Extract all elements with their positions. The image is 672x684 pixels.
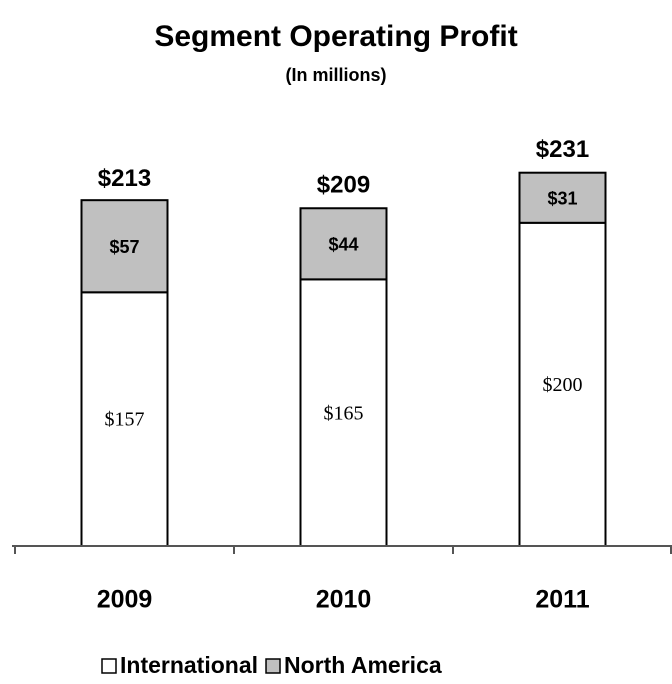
data-label: $31: [547, 189, 577, 209]
legend-label: International: [120, 652, 258, 678]
legend-label: North America: [284, 652, 442, 678]
bar-segment: [299, 207, 388, 281]
legend-swatch: [265, 658, 281, 674]
data-label: $165: [324, 402, 364, 424]
legend-swatch: [101, 658, 117, 674]
total-label: $209: [317, 172, 370, 199]
x-tick-label: 2011: [535, 586, 589, 614]
x-tick-label: 2009: [97, 586, 153, 614]
chart-subtitle: (In millions): [286, 65, 387, 85]
data-label: $157: [105, 409, 145, 431]
data-label: $44: [328, 235, 358, 255]
total-label: $231: [536, 136, 589, 163]
data-label: $57: [109, 237, 139, 257]
x-tick-label: 2010: [316, 586, 372, 614]
total-label: $213: [98, 165, 151, 192]
chart-title: Segment Operating Profit: [154, 20, 517, 53]
bar-segment: [80, 199, 169, 294]
bar-segment: [80, 291, 169, 547]
bar-segment: [518, 171, 607, 224]
data-label: $200: [543, 374, 583, 396]
